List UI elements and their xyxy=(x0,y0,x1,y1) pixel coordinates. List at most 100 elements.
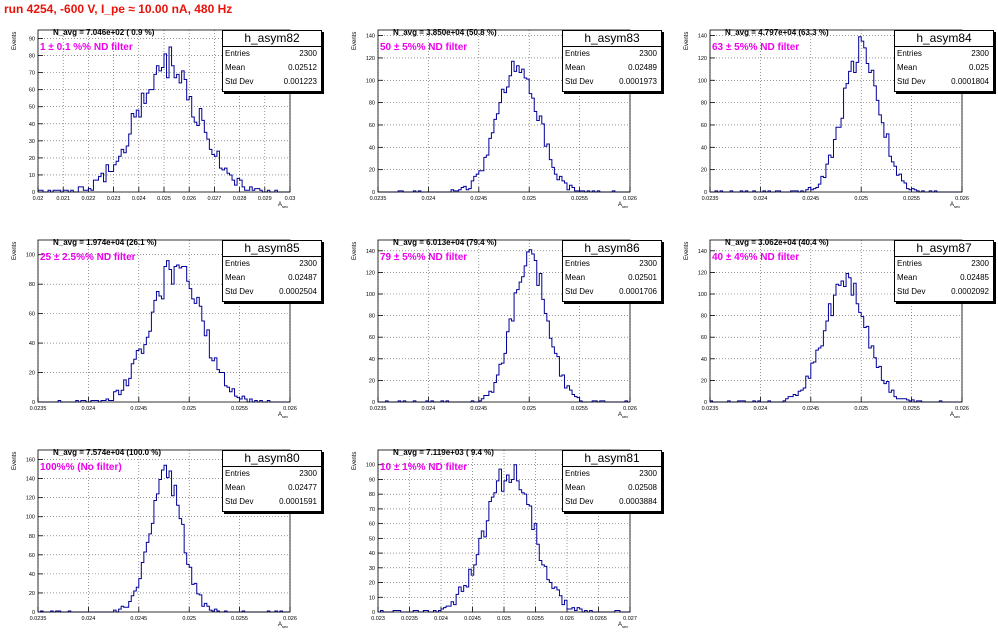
stat-row-std-dev: Std Dev 0.0002092 xyxy=(897,285,989,299)
y-tick-label: 140 xyxy=(698,34,707,40)
stat-key: Mean xyxy=(225,483,246,492)
stats-box: h_asym85 Entries 2300 Mean 0.02487 Std Dev 0.0… xyxy=(222,240,322,302)
x-tick-label: 0.027 xyxy=(208,196,222,202)
histogram-name: h_asym80 xyxy=(223,451,321,467)
histogram-name: h_asym81 xyxy=(563,451,661,467)
x-axis-title: Asec xyxy=(950,412,961,420)
stat-value: 2300 xyxy=(971,259,989,268)
x-tick-label: 0.022 xyxy=(82,196,96,202)
y-tick-label: 40 xyxy=(369,551,375,557)
y-tick-label: 50 xyxy=(29,105,35,111)
stat-key: Std Dev xyxy=(565,287,594,296)
x-tick-label: 0.024 xyxy=(132,196,146,202)
y-tick-label: 80 xyxy=(369,492,375,498)
stat-key: Std Dev xyxy=(565,77,594,86)
x-tick-label: 0.024 xyxy=(434,616,448,622)
x-tick-label: 0.0235 xyxy=(370,406,387,412)
y-tick-label: 60 xyxy=(701,123,707,129)
stat-key: Mean xyxy=(565,273,586,282)
y-tick-label: 0 xyxy=(372,400,375,406)
x-tick-label: 0.0245 xyxy=(470,406,487,412)
stat-value: 0.02487 xyxy=(288,273,317,282)
stat-row-entries: Entries 2300 xyxy=(565,467,657,481)
page-title: run 4254, -600 V, I_pe ≈ 10.00 nA, 480 H… xyxy=(4,2,233,16)
x-tick-label: 0.0265 xyxy=(590,616,607,622)
y-tick-label: 140 xyxy=(366,249,375,255)
filter-label: 40 ± 4%% ND filter xyxy=(712,252,800,263)
x-tick-label: 0.026 xyxy=(283,406,297,412)
filter-label: 50 ± 5%% ND filter xyxy=(380,42,468,53)
navg-label: N_avg = 7.574e+04 (100.0 %) xyxy=(53,448,162,457)
stat-value: 0.0001973 xyxy=(619,77,657,86)
x-tick-label: 0.0235 xyxy=(30,406,47,412)
x-tick-label: 0.024 xyxy=(82,616,96,622)
y-tick-label: 80 xyxy=(369,101,375,107)
filter-label: 100%% (No filter) xyxy=(40,462,122,473)
stat-value: 2300 xyxy=(639,49,657,58)
y-tick-label: 40 xyxy=(701,145,707,151)
stat-key: Std Dev xyxy=(225,287,254,296)
stat-value: 0.02508 xyxy=(628,483,657,492)
x-tick-label: 0.023 xyxy=(371,616,385,622)
y-tick-label: 40 xyxy=(29,572,35,578)
stat-key: Std Dev xyxy=(565,497,594,506)
x-tick-label: 0.0235 xyxy=(702,406,719,412)
x-tick-label: 0.0255 xyxy=(231,616,248,622)
histogram-name: h_asym87 xyxy=(895,241,993,257)
stat-value: 0.02512 xyxy=(288,63,317,72)
stat-row-std-dev: Std Dev 0.001223 xyxy=(225,75,317,89)
y-tick-label: 160 xyxy=(26,458,35,464)
stat-row-std-dev: Std Dev 0.0001591 xyxy=(225,495,317,509)
x-tick-label: 0.021 xyxy=(56,196,70,202)
y-tick-label: 40 xyxy=(29,122,35,128)
stat-row-mean: Mean 0.02487 xyxy=(225,271,317,285)
y-tick-label: 0 xyxy=(704,190,707,196)
y-tick-label: 20 xyxy=(701,168,707,174)
histogram-pad-h_asym82: 0.02 0.021 0.022 0.023 0.024 0.025 0.026 0.027 0… xyxy=(0,12,330,220)
x-tick-label: 0.0255 xyxy=(527,616,544,622)
plot-frame xyxy=(37,239,291,403)
y-axis-title: Events xyxy=(352,241,358,260)
histogram-line xyxy=(37,46,290,193)
x-tick-label: 0.023 xyxy=(107,196,121,202)
y-axis-title: Events xyxy=(684,241,690,260)
stats-box: h_asym83 Entries 2300 Mean 0.02489 Std Dev 0.0… xyxy=(562,30,662,92)
y-tick-label: 100 xyxy=(366,78,375,84)
y-axis-title: Events xyxy=(352,31,358,50)
filter-label: 79 ± 5%% ND filter xyxy=(380,252,468,263)
stat-row-entries: Entries 2300 xyxy=(565,47,657,61)
stats-box: h_asym81 Entries 2300 Mean 0.02508 Std Dev 0.0… xyxy=(562,450,662,512)
stat-value: 0.025 xyxy=(968,63,989,72)
x-tick-label: 0.0245 xyxy=(802,406,819,412)
x-tick-label: 0.026 xyxy=(955,406,969,412)
y-tick-label: 120 xyxy=(366,56,375,62)
x-tick-label: 0.0245 xyxy=(464,616,481,622)
x-tick-label: 0.024 xyxy=(422,196,436,202)
y-tick-label: 100 xyxy=(698,78,707,84)
x-tick-label: 0.0245 xyxy=(802,196,819,202)
stat-key: Mean xyxy=(565,483,586,492)
y-axis-title: Events xyxy=(684,31,690,50)
navg-label: N_avg = 3.850e+04 (50.8 %) xyxy=(393,28,497,37)
y-tick-label: 30 xyxy=(29,139,35,145)
stat-key: Mean xyxy=(225,63,246,72)
histogram-pad-h_asym86: 0.0235 0.024 0.0245 0.025 0.0255 0.026 0 20 40 60… xyxy=(340,222,670,430)
y-tick-label: 10 xyxy=(369,595,375,601)
plot-frame xyxy=(37,449,291,613)
stat-row-std-dev: Std Dev 0.0002504 xyxy=(225,285,317,299)
y-tick-label: 100 xyxy=(26,253,35,259)
y-tick-label: 0 xyxy=(32,610,35,616)
y-tick-label: 60 xyxy=(701,335,707,341)
y-tick-label: 10 xyxy=(29,173,35,179)
x-tick-label: 0.0255 xyxy=(571,196,588,202)
y-tick-label: 0 xyxy=(32,400,35,406)
x-tick-label: 0.025 xyxy=(182,616,196,622)
stat-value: 0.02477 xyxy=(288,483,317,492)
x-tick-label: 0.0235 xyxy=(30,616,47,622)
navg-label: N_avg = 1.974e+04 (26.1 %) xyxy=(53,238,157,247)
filter-label: 25 ± 2.5%% ND filter xyxy=(40,252,136,263)
y-tick-label: 80 xyxy=(369,314,375,320)
x-tick-label: 0.026 xyxy=(623,406,637,412)
x-tick-label: 0.025 xyxy=(182,406,196,412)
x-tick-label: 0.026 xyxy=(283,616,297,622)
